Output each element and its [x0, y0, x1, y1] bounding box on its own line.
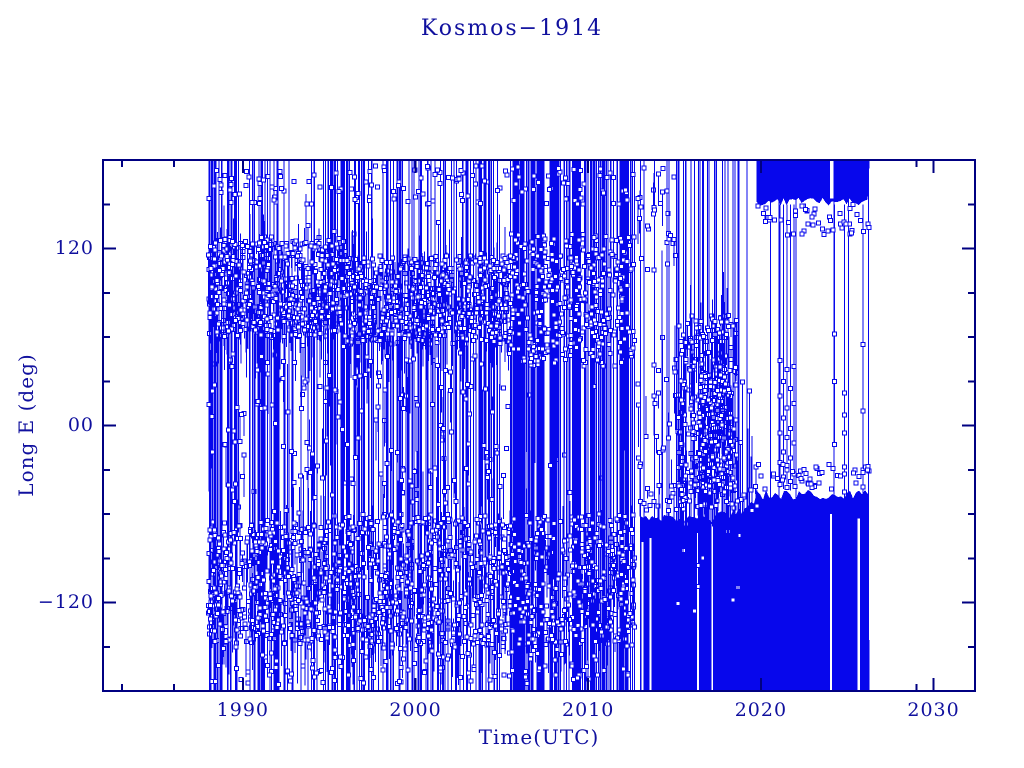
y-tick-label-120: 120 [54, 236, 94, 259]
y-tick-label-−120: −120 [37, 590, 94, 613]
x-tick-label-2020: 2020 [734, 699, 788, 721]
x-tick-label-1990: 1990 [216, 699, 270, 721]
y-tick-label-00: 00 [67, 413, 94, 436]
x-tick-label-2000: 2000 [389, 699, 442, 721]
chart-title: Kosmos−1914 [420, 16, 604, 41]
x-axis-label: Time(UTC) [478, 725, 600, 749]
x-tick-label-2030: 2030 [907, 699, 960, 721]
x-tick-label-2010: 2010 [562, 699, 615, 721]
